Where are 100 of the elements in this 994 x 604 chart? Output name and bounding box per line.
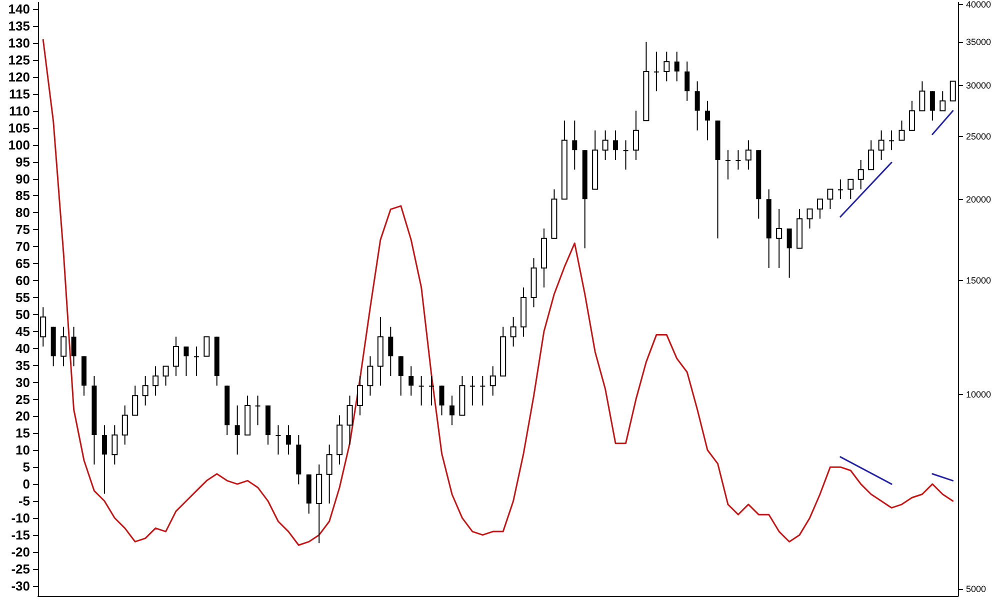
y2-tick-label: 50 (16, 306, 30, 322)
candlestick (786, 228, 792, 278)
y2-tick-label: 0 (22, 476, 30, 492)
candlestick (255, 395, 260, 426)
candlestick (346, 395, 353, 446)
candlestick (326, 444, 332, 504)
y2-tick-label: -25 (11, 561, 30, 576)
candlestick (878, 130, 884, 160)
y2-tick-label: 110 (9, 103, 30, 118)
candlestick (398, 356, 404, 396)
y-tick-label: 15000 (966, 275, 992, 286)
y-tick-label: 5000 (966, 584, 986, 594)
y2-tick-label: -30 (11, 578, 30, 594)
y2-tick-label: 35 (16, 358, 30, 373)
candlestick (725, 150, 730, 180)
y2-tick-label: 10 (16, 442, 30, 458)
candlestick (510, 316, 516, 348)
candlestick (776, 208, 782, 268)
y2-tick-label: 120 (8, 70, 30, 84)
candlestick (439, 385, 444, 416)
candlestick (654, 51, 659, 92)
y-tick-label: 20000 (966, 194, 992, 204)
y2-tick-label: 105 (8, 120, 30, 136)
y-tick-label: 30000 (966, 80, 992, 90)
candlestick (102, 424, 107, 494)
y-tick-label: 10000 (966, 389, 992, 400)
candlestick (827, 188, 834, 210)
y2-tick-label: 140 (8, 2, 30, 17)
candlestick (152, 366, 159, 396)
y2-tick-label: -20 (11, 544, 30, 560)
candlestick (684, 61, 690, 102)
y-tick-label: 40000 (966, 0, 992, 10)
candlestick (838, 178, 843, 200)
candlestick (694, 80, 700, 131)
y2-tick-label: 130 (8, 36, 30, 51)
candlestick (613, 130, 618, 160)
candlestick (356, 376, 363, 416)
candlestick (112, 424, 118, 465)
candlestick (664, 51, 670, 82)
y2-tick-label: 125 (8, 52, 30, 68)
candlestick (276, 424, 281, 456)
y2-tick-label: 30 (16, 374, 30, 390)
candlestick (950, 80, 956, 102)
y2-tick-label: -15 (11, 527, 30, 542)
candlestick (470, 376, 475, 406)
y2-tick-label: 135 (8, 18, 30, 34)
y2-tick-label: -10 (11, 510, 30, 526)
candlestick (162, 366, 169, 386)
candlestick (60, 326, 67, 367)
candlestick (418, 376, 424, 406)
y2-tick-label: 45 (16, 324, 30, 339)
candlestick (848, 178, 854, 200)
candlestick (286, 424, 291, 456)
candlestick (868, 140, 874, 170)
y2-tick-label: 90 (16, 171, 30, 186)
y2-tick-label: 65 (16, 256, 30, 272)
y2-tick-label: 100 (8, 137, 30, 152)
candlestick (184, 346, 189, 377)
candlestick (736, 150, 741, 170)
candlestick (919, 80, 926, 112)
y2-tick-label: 75 (16, 222, 30, 238)
candlestick (623, 140, 628, 170)
candlestick (142, 376, 148, 406)
candlestick (71, 326, 76, 367)
candlestick (408, 366, 414, 396)
candlestick (449, 395, 454, 426)
candlestick (572, 120, 578, 170)
candlestick (234, 404, 240, 456)
candlestick (674, 51, 680, 82)
candlestick (632, 110, 639, 160)
candlestick (940, 90, 946, 112)
y2-tick-label: 25 (16, 392, 30, 407)
candlestick (480, 376, 486, 406)
candlestick (490, 366, 496, 396)
candlestick (705, 100, 710, 141)
candlestick (367, 356, 374, 396)
line-series (42, 38, 954, 546)
y2-tick-label: 5 (22, 460, 30, 475)
candlestick (806, 208, 813, 230)
candlestick (194, 346, 199, 377)
candlestick (745, 140, 752, 170)
y2-tick-label: 20 (16, 408, 30, 424)
candlestick (908, 100, 915, 131)
candlestick (858, 159, 864, 190)
y2-tick-label: 40 (16, 340, 30, 356)
y2-tick-label: 70 (16, 239, 30, 254)
y2-tick-label: 15 (16, 426, 30, 441)
candlestick (172, 336, 179, 377)
candlestick (388, 326, 394, 377)
candlestick (429, 376, 434, 406)
candlestick (122, 404, 128, 446)
y2-tick-label: -5 (18, 494, 30, 509)
y-tick-label: 25000 (966, 132, 992, 142)
candlestick (132, 385, 138, 416)
candlestick (930, 90, 935, 122)
candlestick (898, 120, 905, 141)
y2-tick-label: 80 (16, 205, 30, 220)
candlestick (204, 336, 210, 357)
y-tick-label: 35000 (966, 37, 992, 48)
candlestick (816, 198, 823, 220)
